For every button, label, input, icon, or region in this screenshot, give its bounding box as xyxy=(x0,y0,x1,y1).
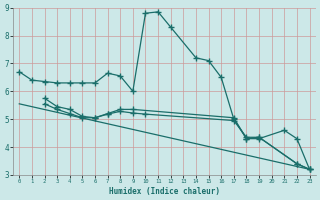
X-axis label: Humidex (Indice chaleur): Humidex (Indice chaleur) xyxy=(109,187,220,196)
